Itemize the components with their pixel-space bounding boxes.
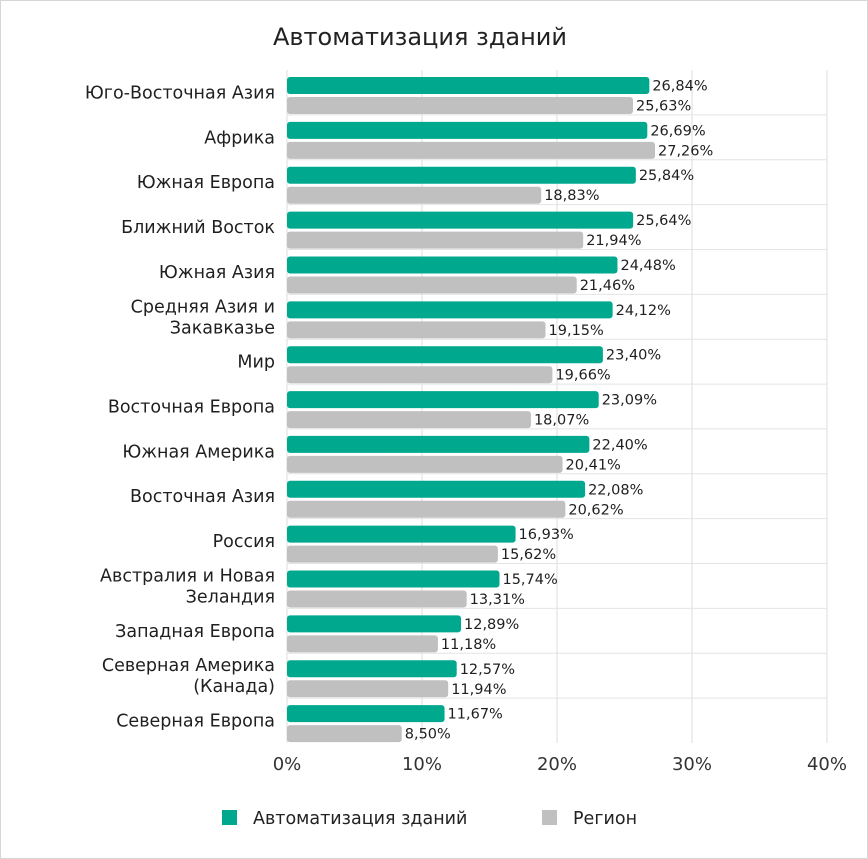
data-label: 25,63% (636, 99, 691, 115)
data-label: 15,74% (502, 572, 557, 588)
bar-series-1-6 (287, 366, 553, 384)
bar-series-1-1 (287, 141, 656, 159)
category-label: Восточная Европа (108, 398, 275, 418)
category-label: Северная Америка (102, 656, 275, 676)
bar-series-0-4 (287, 256, 618, 274)
category-label: Южная Америка (122, 442, 275, 462)
bar-series-0-1 (287, 121, 648, 139)
bar-series-1-8 (287, 455, 563, 473)
x-tick-label: 10% (402, 754, 442, 775)
category-label: Южная Азия (159, 263, 275, 283)
data-label: 11,18% (441, 637, 496, 653)
data-label: 19,15% (549, 323, 604, 339)
data-label: 11,94% (451, 682, 506, 698)
bar-series-1-2 (287, 186, 542, 204)
legend: Автоматизация зданий Регион (222, 809, 637, 829)
data-label: 18,07% (534, 413, 589, 429)
x-tick-label: 30% (672, 754, 712, 775)
bar-series-1-5 (287, 321, 546, 339)
x-tick-label: 20% (537, 754, 577, 775)
bar-series-0-0 (287, 77, 650, 94)
bar-series-0-7 (287, 391, 599, 409)
legend-swatch-0 (222, 810, 237, 825)
data-label: 21,94% (586, 233, 641, 249)
bar-series-1-3 (287, 231, 584, 249)
chart-title: Автоматизация зданий (273, 23, 567, 51)
bar-series-1-7 (287, 411, 531, 429)
category-label: Россия (213, 532, 275, 552)
data-label: 12,57% (460, 662, 515, 678)
x-tick-label: 0% (273, 754, 302, 775)
data-label: 13,31% (470, 592, 525, 608)
bar-series-1-0 (287, 97, 634, 114)
bar-series-0-2 (287, 166, 636, 184)
data-label: 23,40% (606, 348, 661, 364)
bar-series-0-12 (287, 615, 462, 633)
data-label: 26,69% (650, 123, 705, 139)
category-label: Западная Европа (115, 622, 275, 642)
category-label: Восточная Азия (130, 487, 275, 507)
bar-series-0-9 (287, 480, 586, 498)
data-label: 19,66% (555, 368, 610, 384)
bar-series-0-10 (287, 525, 516, 543)
bar-series-0-3 (287, 211, 634, 229)
data-label: 27,26% (658, 143, 713, 159)
data-label: 20,62% (568, 502, 623, 518)
bar-series-1-10 (287, 545, 498, 563)
category-label: (Канада) (193, 677, 275, 697)
category-label: Южная Европа (137, 173, 275, 193)
bar-series-1-4 (287, 276, 577, 294)
data-label: 23,09% (602, 393, 657, 409)
category-label: Зеландия (186, 587, 275, 607)
data-label: 24,12% (616, 303, 671, 319)
bar-series-1-14 (287, 725, 402, 743)
data-label: 22,40% (592, 437, 647, 453)
data-label: 20,41% (566, 457, 621, 473)
category-label: Ближний Восток (121, 218, 275, 238)
category-labels: Юго-Восточная Азия Африка Южная Европа Ближ… (85, 83, 275, 731)
x-axis-ticks: 0% 10% 20% 30% 40% (273, 754, 847, 775)
data-label: 25,64% (636, 213, 691, 229)
value-labels: 26,84% 25,63% 26,69% 27,26% 25,84% 18,83% 25,6… (405, 79, 714, 743)
data-label: 26,84% (652, 79, 707, 95)
category-label: Закавказье (170, 318, 275, 338)
bar-series-0-13 (287, 660, 457, 678)
bar-series-0-5 (287, 301, 613, 319)
data-label: 25,84% (639, 168, 694, 184)
bar-series-1-13 (287, 680, 449, 698)
category-label: Мир (237, 353, 275, 373)
legend-swatch-1 (542, 810, 557, 825)
data-label: 12,89% (464, 617, 519, 633)
bar-series-1-9 (287, 500, 566, 518)
data-label: 22,08% (588, 482, 643, 498)
legend-label-0: Автоматизация зданий (253, 809, 467, 829)
bar-series-1-11 (287, 590, 467, 608)
bar-series-1-12 (287, 635, 438, 653)
bar-series-0-11 (287, 570, 500, 588)
bars (287, 77, 656, 743)
category-label: Юго-Восточная Азия (85, 83, 275, 103)
bar-series-0-6 (287, 346, 603, 364)
data-label: 8,50% (405, 727, 451, 743)
data-label: 11,67% (448, 707, 503, 723)
category-label: Африка (204, 128, 275, 148)
data-label: 24,48% (620, 258, 675, 274)
data-label: 15,62% (501, 547, 556, 563)
category-label: Средняя Азия и (131, 297, 275, 317)
category-label: Северная Европа (116, 712, 275, 732)
bar-series-0-8 (287, 435, 590, 453)
data-label: 21,46% (580, 278, 635, 294)
category-label: Австралия и Новая (100, 566, 275, 586)
data-label: 18,83% (544, 188, 599, 204)
legend-label-1: Регион (573, 809, 637, 829)
bar-series-0-14 (287, 705, 445, 723)
x-tick-label: 40% (807, 754, 847, 775)
row-separators (287, 114, 827, 699)
data-label: 16,93% (519, 527, 574, 543)
